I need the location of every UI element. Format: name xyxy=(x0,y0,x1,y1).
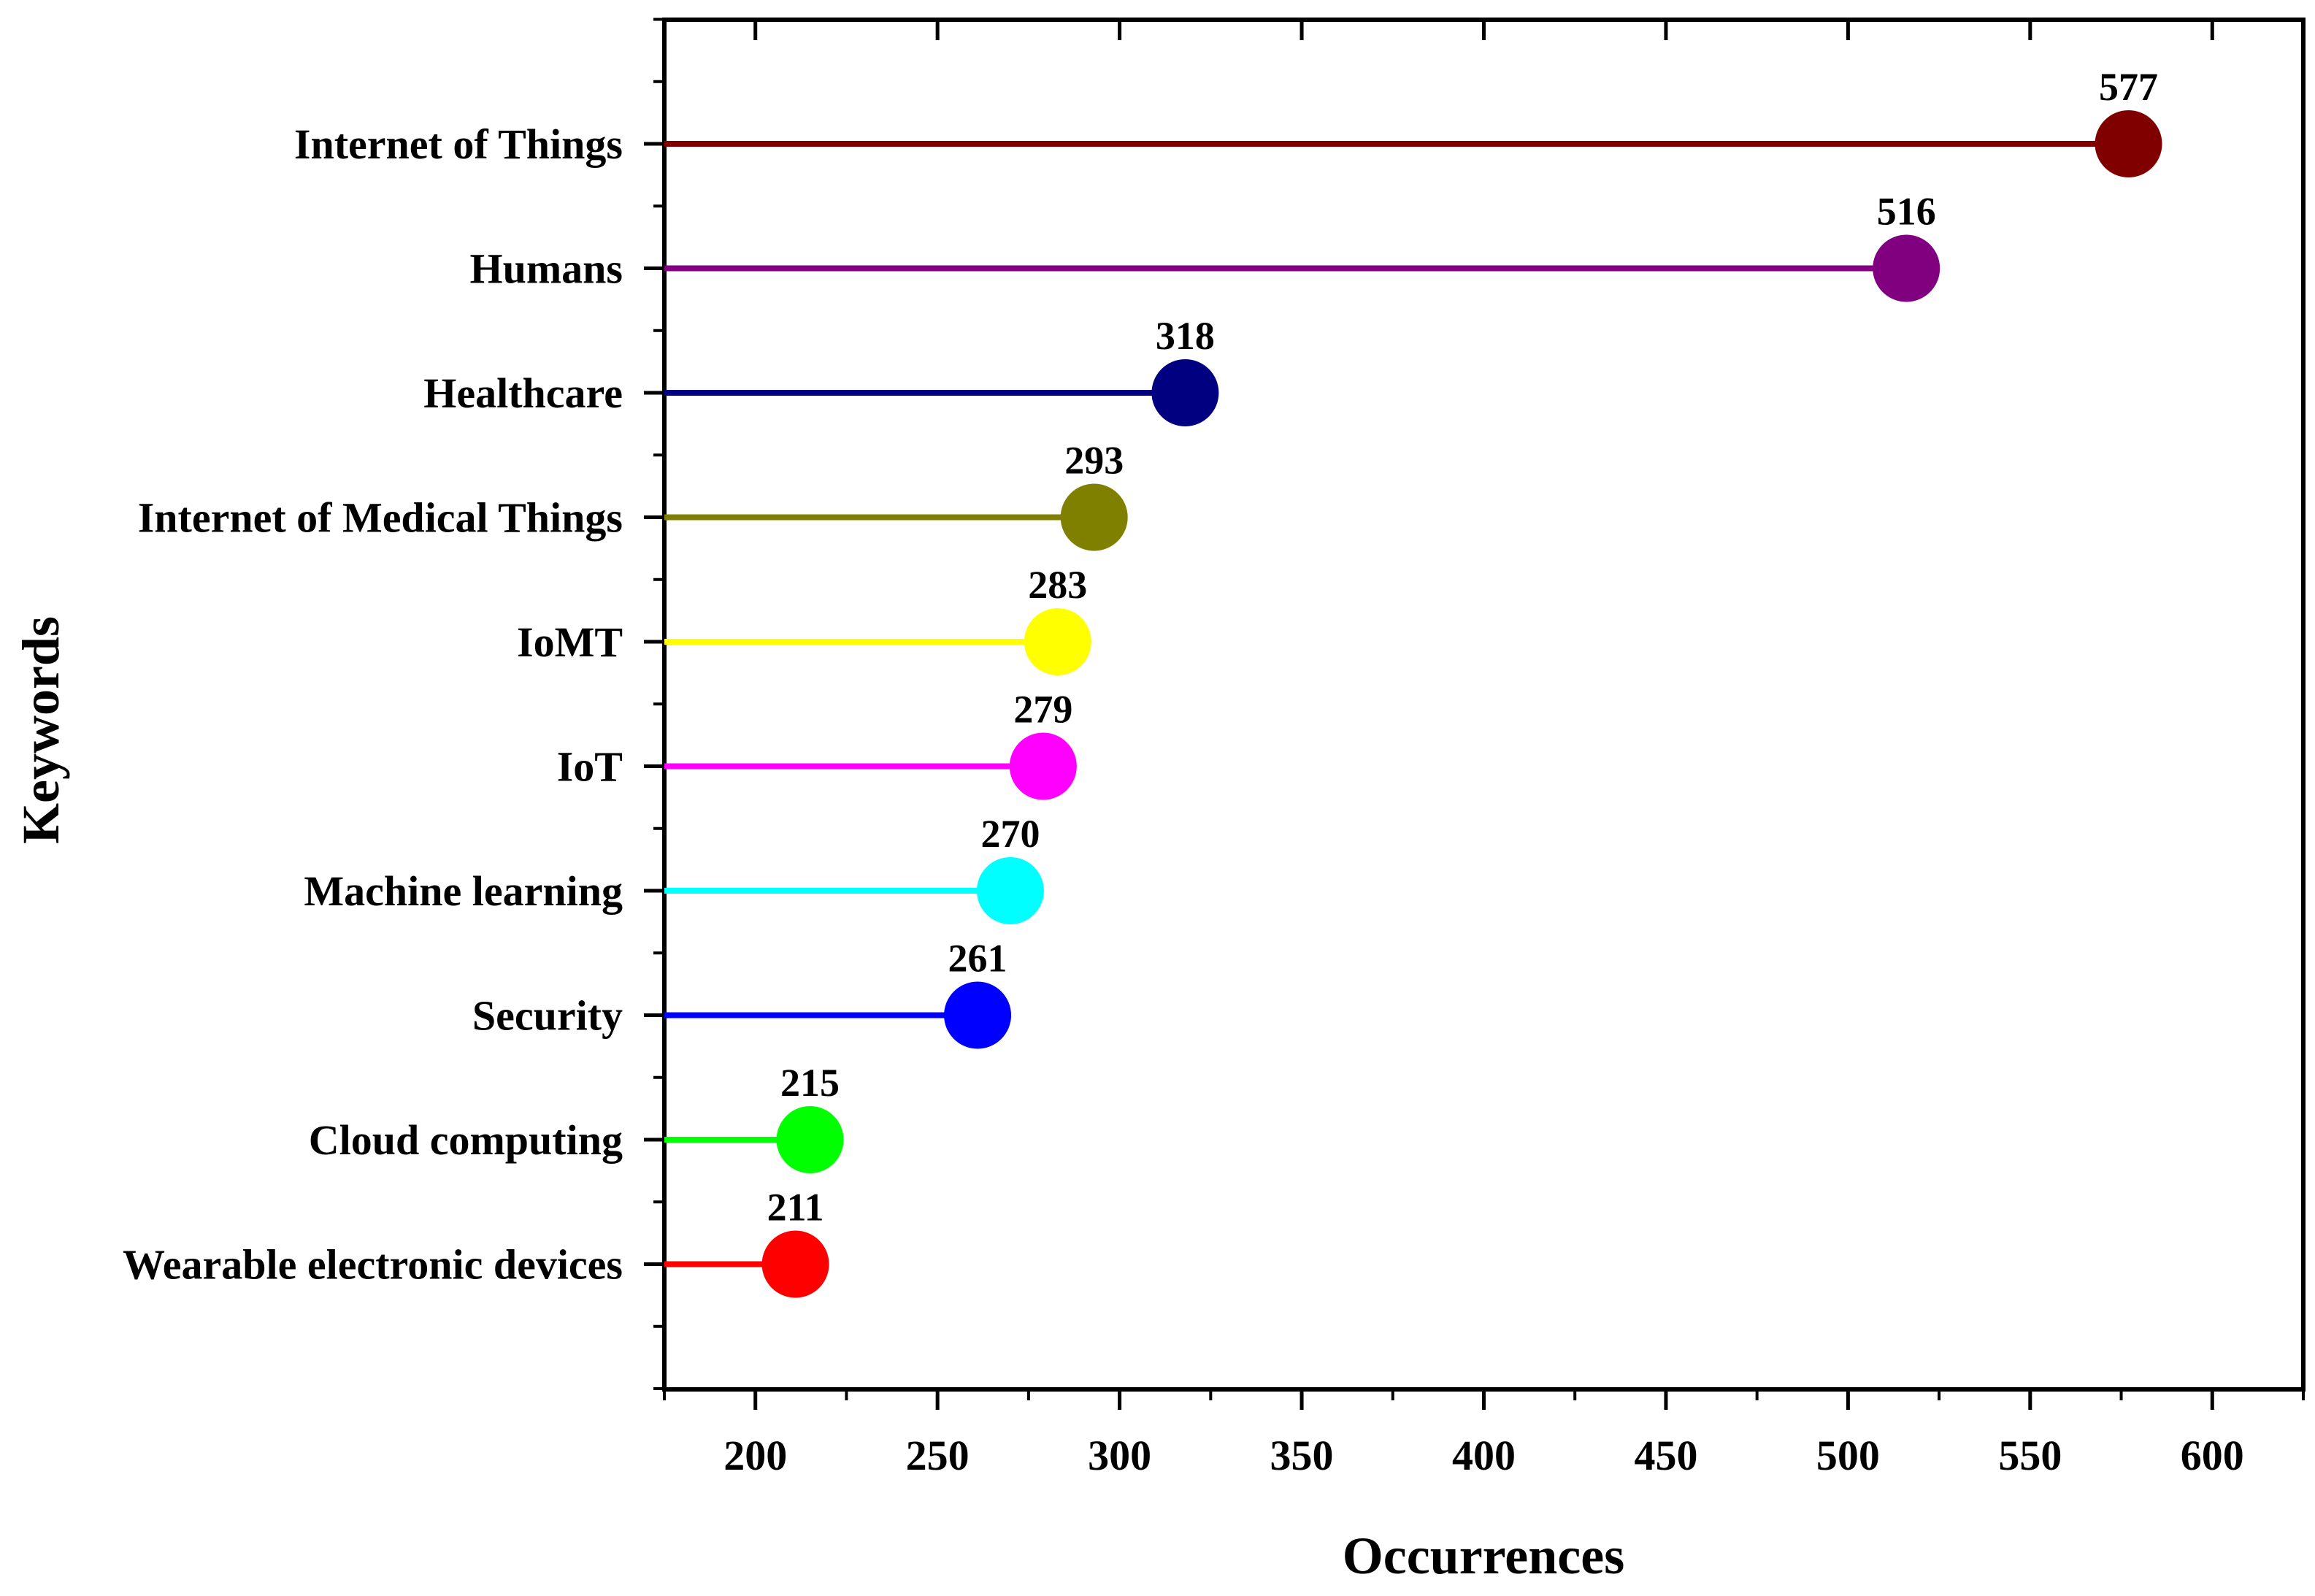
x-tick-label: 450 xyxy=(1634,1432,1697,1479)
category-label-1: Internet of Things xyxy=(294,120,623,168)
x-tick-label: 300 xyxy=(1088,1432,1151,1479)
category-label-6: IoT xyxy=(557,743,623,791)
category-label-10: Wearable electronic devices xyxy=(123,1241,623,1289)
category-label-5: IoMT xyxy=(517,618,623,666)
x-ticks: 200 250 300 350 400 450 500 550 600 xyxy=(663,20,2305,1479)
x-tick-label: 600 xyxy=(2181,1432,2244,1479)
marks: 577 Internet of Things 516 Humans 318 Healthc… xyxy=(123,65,2162,1298)
x-tick-label: 400 xyxy=(1452,1432,1516,1479)
dot-4 xyxy=(1060,483,1128,551)
x-axis-title: Occurrences xyxy=(1343,1527,1625,1585)
value-label-3: 318 xyxy=(1156,314,1215,358)
dot-1 xyxy=(2095,110,2162,177)
category-label-7: Machine learning xyxy=(304,867,623,915)
x-tick-label: 200 xyxy=(723,1432,787,1479)
x-tick-label: 500 xyxy=(1816,1432,1880,1479)
dot-10 xyxy=(761,1230,829,1298)
value-label-6: 279 xyxy=(1013,688,1072,732)
category-label-4: Internet of Medical Things xyxy=(138,494,623,542)
value-label-2: 516 xyxy=(1877,190,1936,234)
dot-7 xyxy=(976,857,1044,924)
dot-6 xyxy=(1009,732,1077,800)
value-label-7: 270 xyxy=(980,812,1040,856)
y-axis-title: Keywords xyxy=(12,616,70,844)
x-tick-label: 250 xyxy=(906,1432,970,1479)
axes xyxy=(662,18,2306,1392)
value-label-4: 293 xyxy=(1064,439,1124,483)
dot-8 xyxy=(944,981,1012,1049)
value-label-5: 283 xyxy=(1028,563,1087,607)
value-label-8: 261 xyxy=(948,937,1007,981)
dot-9 xyxy=(776,1106,844,1173)
category-label-2: Humans xyxy=(469,245,623,293)
dot-2 xyxy=(1873,234,1940,302)
category-label-8: Security xyxy=(472,992,623,1040)
category-label-9: Cloud computing xyxy=(309,1116,623,1164)
value-label-1: 577 xyxy=(2099,65,2158,109)
value-label-10: 211 xyxy=(767,1186,824,1229)
x-tick-label: 550 xyxy=(1998,1432,2062,1479)
dot-5 xyxy=(1024,608,1091,675)
value-label-9: 215 xyxy=(780,1061,840,1105)
y-ticks xyxy=(644,18,664,1390)
category-label-3: Healthcare xyxy=(423,369,623,417)
plot-frame xyxy=(662,18,2306,1392)
x-tick-label: 350 xyxy=(1270,1432,1334,1479)
dot-3 xyxy=(1151,359,1219,426)
